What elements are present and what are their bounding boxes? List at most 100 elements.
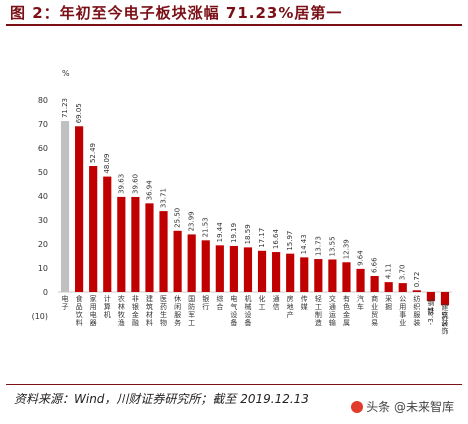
category-label: 钢铁: [427, 298, 434, 315]
bar: [412, 290, 421, 292]
data-label: -3.81: [427, 307, 435, 325]
category-label: 建筑装饰: [441, 302, 448, 335]
category-label: 建筑材料: [146, 294, 153, 327]
bar: [356, 268, 365, 292]
bar: [426, 292, 435, 302]
bar: [257, 250, 267, 292]
y-tick-label: 30: [38, 216, 48, 225]
y-tick-label: 0: [43, 288, 48, 297]
bar: [117, 196, 126, 292]
data-label: 3.70: [399, 265, 407, 281]
data-label: 17.17: [258, 228, 266, 248]
data-label: 19.19: [230, 223, 238, 243]
title-rule: [6, 24, 462, 26]
data-label: 48.09: [103, 154, 111, 174]
category-label: 轻工制造: [315, 294, 322, 327]
data-label: 52.49: [89, 143, 97, 163]
category-label: 房地产: [287, 294, 294, 319]
category-label: 家用电器: [90, 294, 97, 327]
y-tick-label: 20: [38, 240, 48, 249]
data-label: 16.64: [272, 228, 280, 249]
category-label: 化工: [259, 294, 266, 311]
data-label: 25.50: [174, 208, 182, 228]
data-label: 69.05: [75, 103, 83, 123]
bar: [145, 203, 154, 292]
bar: [131, 196, 140, 292]
category-label: 电子: [62, 294, 69, 311]
data-label: 13.73: [314, 236, 322, 256]
y-tick-label: 80: [38, 96, 48, 105]
logo-icon: [351, 401, 364, 413]
y-tick-label: (10): [32, 312, 48, 321]
watermark: 头条 @未来智库: [347, 397, 458, 416]
bar: [173, 230, 182, 292]
bar: [440, 292, 450, 306]
y-tick-label: 50: [38, 168, 48, 177]
bar: [215, 245, 224, 292]
category-label: 食品饮料: [76, 294, 83, 327]
data-label: 39.60: [131, 174, 139, 194]
category-label: 综合: [216, 294, 223, 311]
category-label: 公用事业: [399, 295, 406, 327]
category-label: 休闲服务: [174, 294, 181, 327]
category-label: 国防军工: [188, 295, 195, 327]
footer-rule: [6, 384, 462, 385]
bar: [89, 166, 98, 292]
bar: [60, 121, 70, 292]
category-label: 通信: [273, 294, 280, 311]
data-label: 21.53: [202, 217, 210, 237]
category-label: 银行: [202, 294, 209, 311]
bar-chart: % 80 70 60 50 40 30 20 10 0 (10) 71.23 电子 69.05 食品饮料 52…: [32, 69, 452, 335]
data-label: 4.11: [385, 264, 393, 280]
category-label: 医药生物: [160, 295, 167, 327]
data-label: 13.55: [328, 236, 336, 256]
bar: [201, 240, 210, 292]
data-label: 15.97: [286, 231, 294, 251]
watermark-text: 头条 @未来智库: [366, 400, 454, 414]
bar: [243, 247, 253, 292]
bar: [342, 262, 351, 292]
category-label: 纺织服装: [413, 294, 420, 327]
bar: [75, 126, 84, 292]
data-label: 39.63: [117, 174, 125, 194]
data-label: 18.59: [244, 224, 252, 244]
data-label: 36.94: [145, 180, 153, 201]
category-label: 汽车: [357, 294, 364, 311]
category-label: 计算机: [104, 294, 111, 319]
y-tick-label: 60: [38, 144, 48, 153]
bar: [384, 282, 393, 292]
data-label: 14.43: [300, 234, 308, 254]
data-label: -5.55: [441, 311, 449, 329]
y-tick-label: 40: [38, 192, 48, 201]
data-label: 6.66: [371, 257, 379, 273]
bar: [159, 211, 168, 292]
bar: [229, 245, 238, 292]
data-label: 23.99: [188, 211, 196, 231]
category-label: 非银金融: [132, 294, 139, 327]
category-label: 传媒: [301, 294, 308, 311]
category-label: 商业贸易: [371, 294, 378, 327]
bar: [187, 234, 196, 292]
category-label: 机械设备: [244, 294, 251, 327]
bar: [314, 259, 323, 292]
category-label: 交通运输: [329, 294, 336, 327]
category-label: 采掘: [385, 294, 392, 311]
bar: [328, 259, 337, 292]
data-label: 71.23: [61, 98, 69, 118]
category-label: 有色金属: [343, 294, 350, 327]
data-label: 0.72: [413, 272, 421, 288]
y-tick-label: 10: [38, 264, 48, 273]
data-label: 9.64: [357, 250, 365, 266]
bar: [300, 257, 309, 292]
category-label: 农林牧渔: [118, 294, 125, 327]
bar: [272, 252, 281, 292]
source-note: 资料来源：Wind，川财证券研究所；截至 2019.12.13: [14, 392, 309, 406]
figure-title: 图 2：年初至今电子板块涨幅 71.23%居第一: [10, 4, 343, 22]
bar: [370, 276, 379, 292]
bar: [286, 253, 295, 292]
data-label: 19.44: [216, 222, 224, 243]
data-label: 12.39: [342, 239, 350, 259]
data-label: 33.71: [160, 188, 168, 208]
category-label: 电气设备: [230, 294, 237, 327]
y-unit-label: %: [62, 69, 70, 78]
